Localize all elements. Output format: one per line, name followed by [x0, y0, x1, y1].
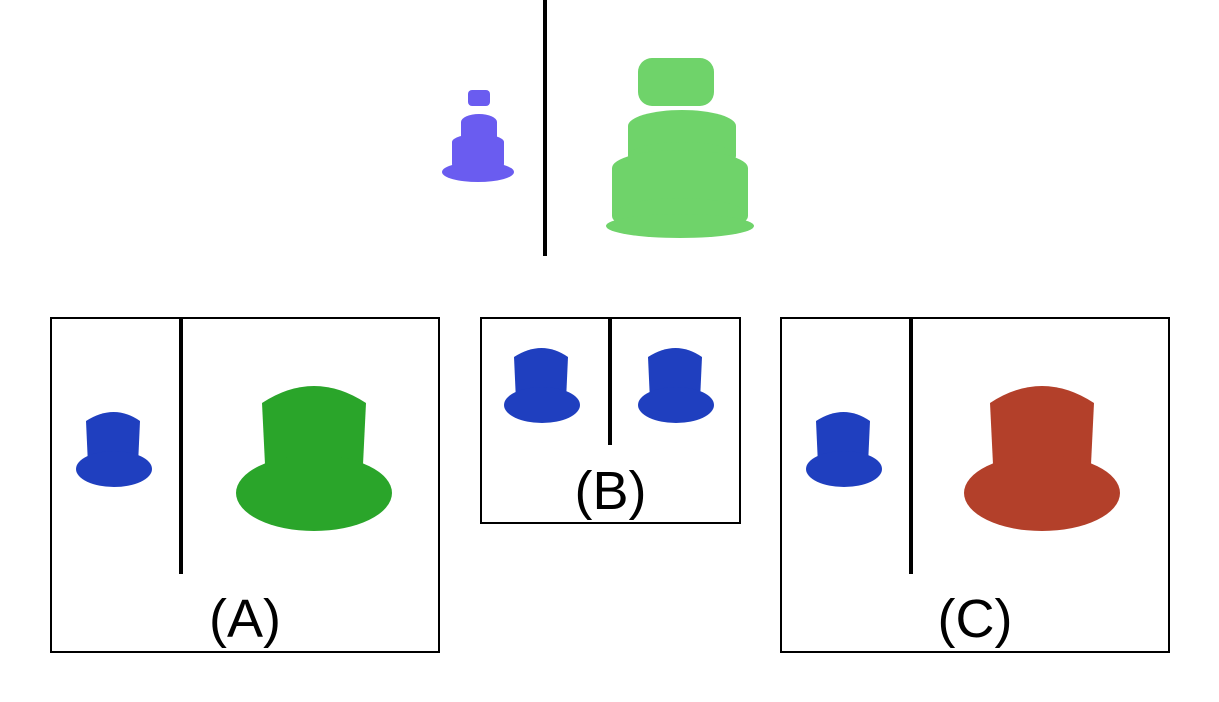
option-b-right-hat-icon	[638, 348, 714, 423]
reference-divider	[543, 0, 547, 256]
large-cake-icon	[606, 58, 754, 238]
option-b-label: (B)	[574, 461, 647, 521]
option-a-label: (A)	[209, 589, 281, 649]
option-c-label: (C)	[937, 589, 1013, 649]
option-b[interactable]: (B)	[480, 317, 741, 524]
option-a[interactable]: (A)	[50, 317, 440, 653]
option-c-divider	[909, 319, 913, 574]
option-a-large-hat-icon	[236, 386, 392, 531]
option-a-divider	[179, 319, 183, 574]
option-a-small-hat-icon	[76, 412, 152, 487]
option-c[interactable]: (C)	[780, 317, 1170, 653]
option-b-divider	[608, 319, 612, 445]
option-b-left-hat-icon	[504, 348, 580, 423]
small-cake-icon	[442, 90, 514, 182]
option-c-small-hat-icon	[806, 412, 882, 487]
option-c-large-hat-icon	[964, 386, 1120, 531]
